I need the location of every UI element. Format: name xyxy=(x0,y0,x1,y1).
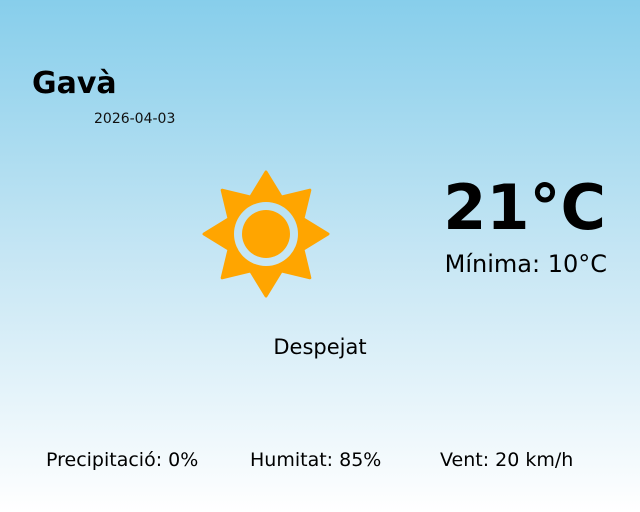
sun-icon xyxy=(202,170,330,298)
precipitation: Precipitació: 0% xyxy=(46,449,199,471)
humidity: Humitat: 85% xyxy=(250,449,382,471)
forecast-date: 2026-04-03 xyxy=(94,111,176,127)
minimum-temperature: Mínima: 10°C xyxy=(444,250,607,278)
wind: Vent: 20 km/h xyxy=(440,449,574,471)
weather-condition: Despejat xyxy=(273,335,367,359)
city-name: Gavà xyxy=(32,66,117,101)
current-temperature: 21°C xyxy=(443,171,606,244)
